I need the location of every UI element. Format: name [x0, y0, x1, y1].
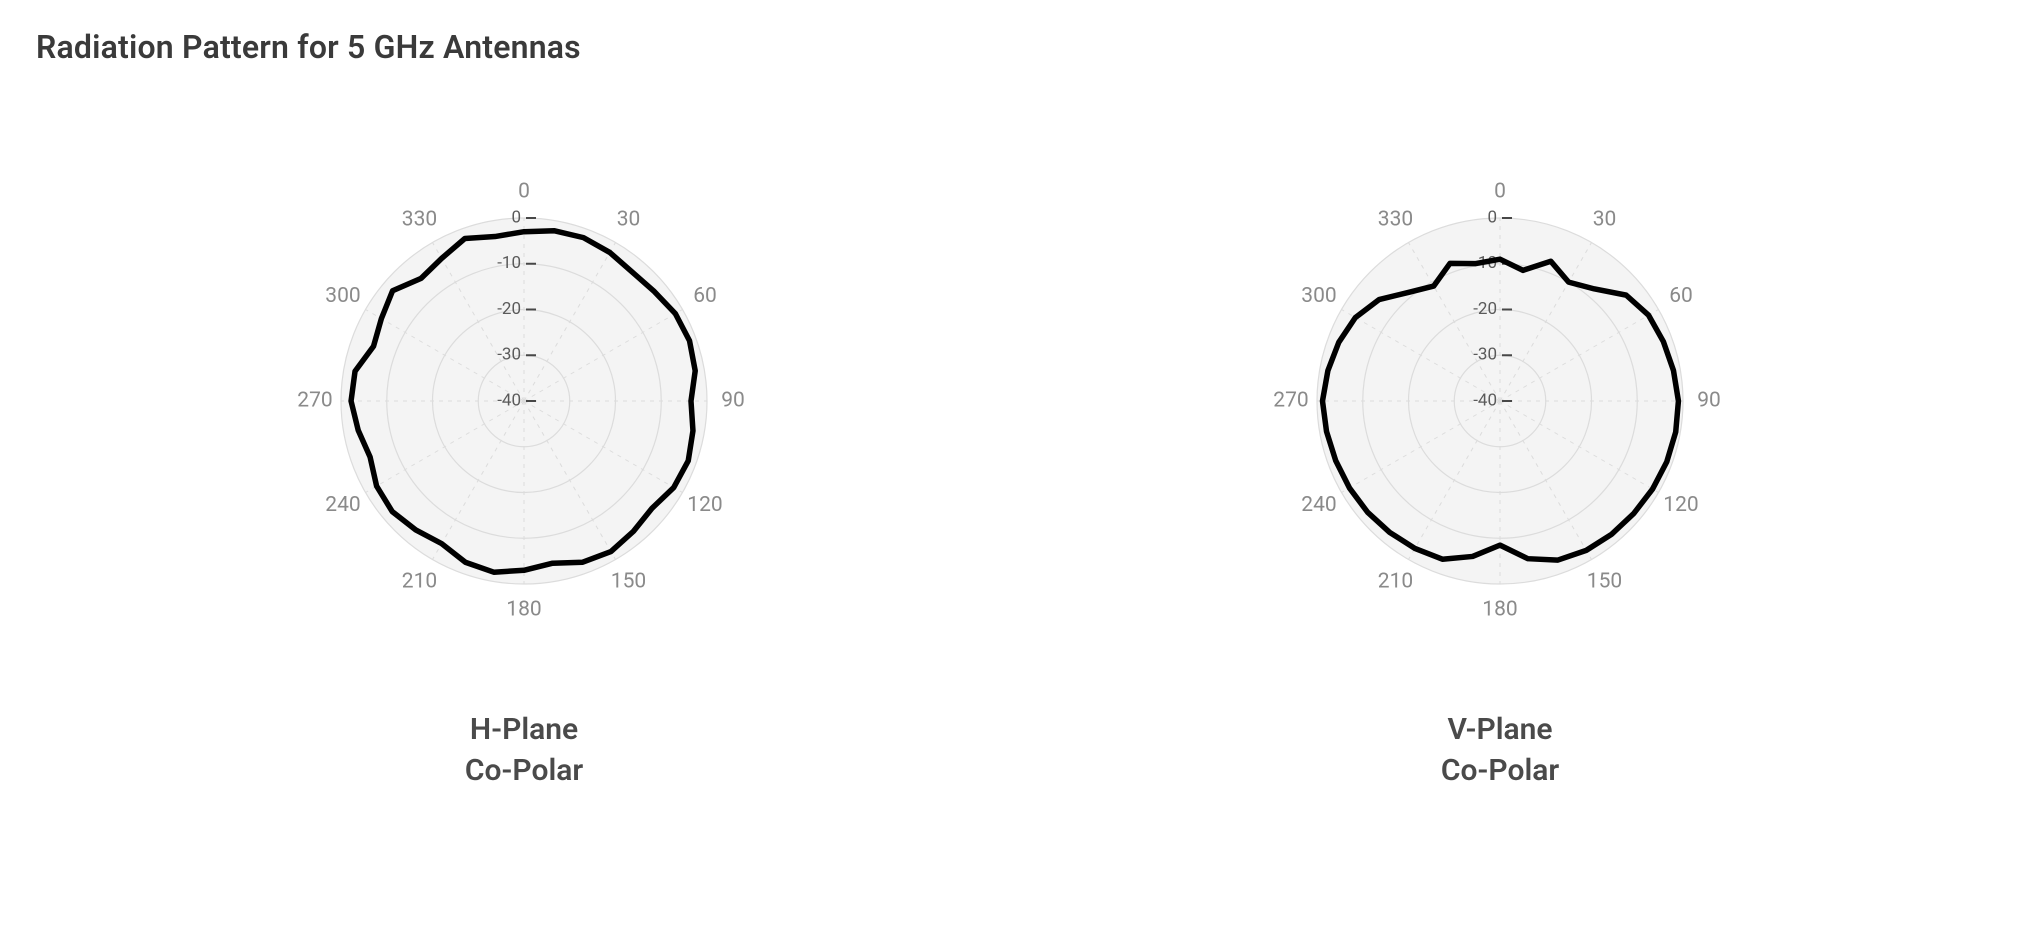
radial-label: -20	[497, 299, 521, 319]
angle-label: 180	[1482, 598, 1517, 622]
chart-vplane: 03060901201501802102402703003300-10-20-3…	[1235, 136, 1765, 791]
angle-label: 120	[1663, 493, 1698, 517]
angle-label: 270	[1273, 389, 1308, 413]
angle-label: 210	[1378, 570, 1413, 594]
page-title: Radiation Pattern for 5 GHz Antennas	[36, 28, 1988, 66]
angle-label: 60	[1669, 284, 1693, 308]
radial-label: 0	[511, 207, 521, 227]
angle-label: 0	[518, 180, 530, 204]
charts-row: 03060901201501802102402703003300-10-20-3…	[36, 136, 1988, 791]
radial-label: -10	[497, 253, 521, 273]
chart-hplane-svg-slot: 0 30 60 90 120 150 180 210 240 270 300 330 0 -10 -20 -3…	[259, 136, 789, 666]
chart-vplane-svg-slot: 03060901201501802102402703003300-10-20-3…	[1235, 136, 1765, 666]
angle-label: 210	[402, 570, 437, 594]
angle-label: 30	[1593, 208, 1617, 232]
angle-label: 300	[325, 284, 360, 308]
angle-label: 180	[506, 598, 541, 622]
angle-label: 240	[325, 493, 360, 517]
chart-hplane: 0 30 60 90 120 150 180 210 240 270 300 330 0 -10 -20 -3…	[259, 136, 789, 791]
radial-label: 0	[1487, 207, 1497, 227]
angle-label: 30	[617, 208, 641, 232]
caption-line-2: Co-Polar	[465, 751, 583, 792]
angle-label: 150	[611, 570, 646, 594]
angle-label: 90	[1697, 389, 1721, 413]
angle-label: 60	[693, 284, 717, 308]
caption-line-2: Co-Polar	[1441, 751, 1559, 792]
radial-label: -30	[1473, 345, 1497, 365]
angle-label: 150	[1587, 570, 1622, 594]
angle-label: 90	[721, 389, 745, 413]
angle-label: 330	[402, 208, 437, 232]
angle-label: 120	[687, 493, 722, 517]
chart-vplane-caption: V-Plane Co-Polar	[1441, 710, 1559, 791]
caption-line-1: V-Plane	[1441, 710, 1559, 751]
angle-label: 300	[1301, 284, 1336, 308]
radial-label: -40	[497, 390, 521, 410]
radial-label: -30	[497, 345, 521, 365]
polar-chart: 03060901201501802102402703003300-10-20-3…	[1235, 136, 1765, 666]
angle-label: 0	[1494, 180, 1506, 204]
chart-hplane-caption: H-Plane Co-Polar	[465, 710, 583, 791]
angle-label: 240	[1301, 493, 1336, 517]
radial-label: -40	[1473, 390, 1497, 410]
radial-label: -20	[1473, 299, 1497, 319]
caption-line-1: H-Plane	[465, 710, 583, 751]
angle-label: 270	[297, 389, 332, 413]
polar-chart: 0 30 60 90 120 150 180 210 240 270 300 330 0 -10 -20 -3…	[259, 136, 789, 666]
angle-label: 330	[1378, 208, 1413, 232]
